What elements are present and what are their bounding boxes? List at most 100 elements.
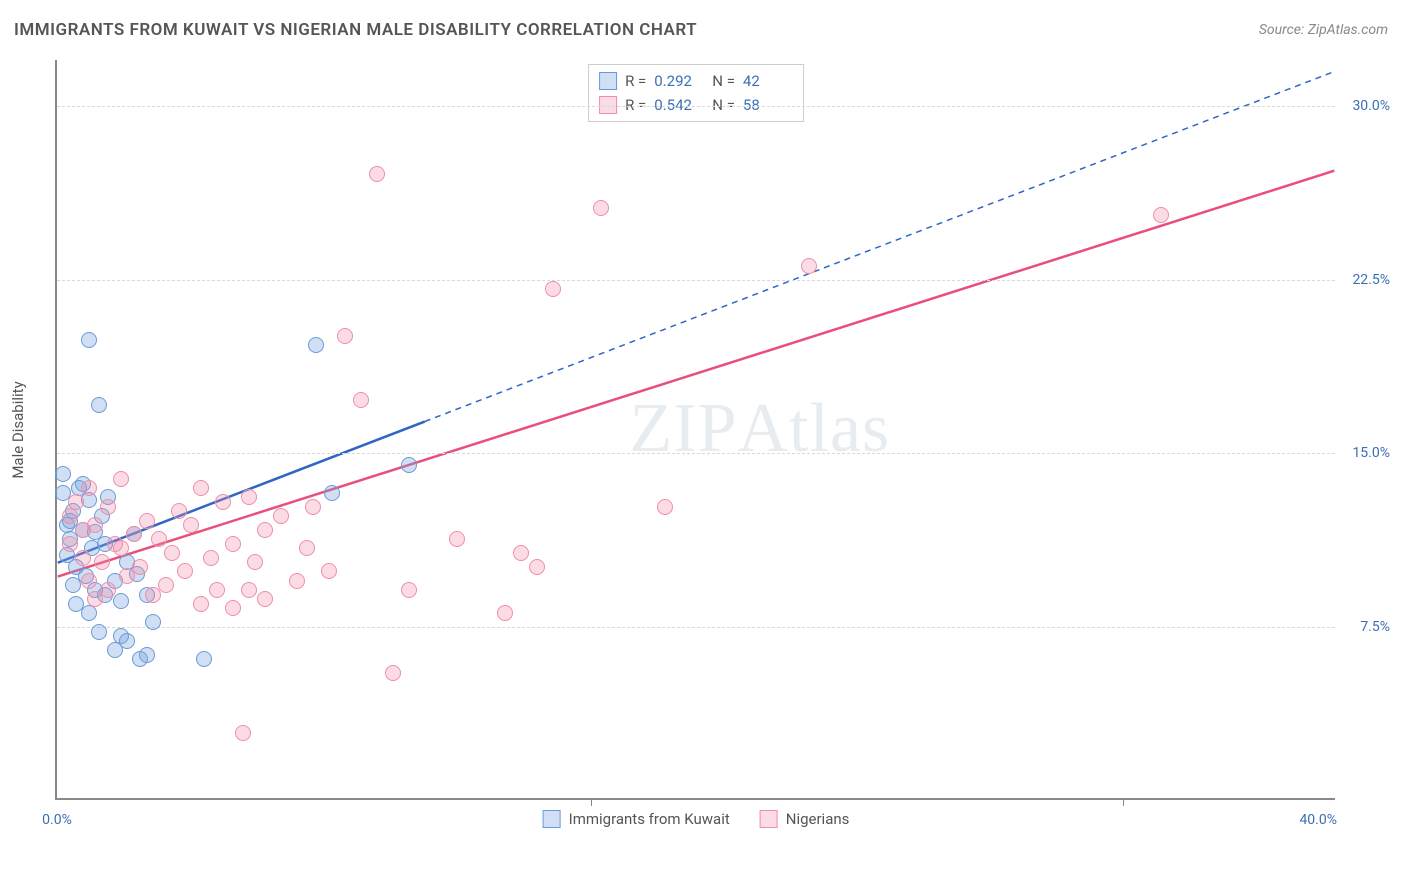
data-point-nigerians [545, 281, 561, 297]
legend-swatch [543, 810, 561, 828]
gridline [57, 280, 1335, 281]
data-point-nigerians [215, 494, 231, 510]
legend-item-kuwait: Immigrants from Kuwait [543, 810, 730, 828]
data-point-nigerians [193, 596, 209, 612]
trendline-nigerians [58, 171, 1335, 577]
data-point-nigerians [193, 480, 209, 496]
correlation-legend: R = 0.292 N = 42 R = 0.542 N = 58 [588, 64, 804, 122]
data-point-nigerians [273, 508, 289, 524]
data-point-nigerians [158, 577, 174, 593]
x-tick-label: 40.0% [1299, 812, 1337, 828]
r-label: R = [625, 93, 646, 117]
y-tick-label: 22.5% [1340, 272, 1390, 288]
legend-swatch [599, 72, 617, 90]
data-point-nigerians [247, 554, 263, 570]
data-point-nigerians [151, 531, 167, 547]
data-point-kuwait [401, 457, 417, 473]
data-point-nigerians [171, 503, 187, 519]
data-point-nigerians [235, 725, 251, 741]
data-point-nigerians [203, 550, 219, 566]
data-point-nigerians [241, 489, 257, 505]
series-legend: Immigrants from Kuwait Nigerians [543, 810, 850, 828]
data-point-nigerians [299, 540, 315, 556]
data-point-nigerians [62, 536, 78, 552]
data-point-nigerians [177, 563, 193, 579]
n-value: 42 [743, 69, 793, 93]
data-point-nigerians [257, 522, 273, 538]
y-tick-label: 15.0% [1340, 445, 1390, 461]
data-point-nigerians [100, 499, 116, 515]
legend-item-nigerians: Nigerians [760, 810, 850, 828]
data-point-nigerians [449, 531, 465, 547]
data-point-kuwait [139, 647, 155, 663]
data-point-kuwait [308, 337, 324, 353]
data-point-nigerians [225, 536, 241, 552]
legend-label: Nigerians [786, 810, 850, 828]
data-point-nigerians [369, 166, 385, 182]
trend-lines-layer [57, 60, 1335, 798]
data-point-nigerians [1153, 207, 1169, 223]
r-value: 0.292 [654, 69, 704, 93]
data-point-kuwait [91, 397, 107, 413]
y-axis-label: Male Disability [9, 381, 27, 478]
data-point-nigerians [94, 554, 110, 570]
legend-swatch [599, 96, 617, 114]
data-point-kuwait [91, 624, 107, 640]
data-point-nigerians [513, 545, 529, 561]
data-point-nigerians [801, 258, 817, 274]
data-point-nigerians [132, 559, 148, 575]
legend-swatch [760, 810, 778, 828]
watermark: ZIPAtlas [630, 389, 891, 469]
gridline [57, 627, 1335, 628]
gridline [57, 453, 1335, 454]
data-point-nigerians [68, 494, 84, 510]
n-label: N = [712, 69, 735, 93]
n-value: 58 [743, 93, 793, 117]
data-point-kuwait [55, 466, 71, 482]
data-point-nigerians [87, 517, 103, 533]
chart-title: IMMIGRANTS FROM KUWAIT VS NIGERIAN MALE … [14, 20, 697, 40]
data-point-nigerians [81, 573, 97, 589]
legend-row-kuwait: R = 0.292 N = 42 [599, 69, 793, 93]
n-label: N = [712, 93, 735, 117]
data-point-nigerians [321, 563, 337, 579]
data-point-nigerians [289, 573, 305, 589]
watermark-text: ZIP [630, 390, 738, 467]
y-tick-label: 7.5% [1340, 619, 1390, 635]
data-point-kuwait [113, 593, 129, 609]
data-point-kuwait [81, 605, 97, 621]
data-point-nigerians [337, 328, 353, 344]
data-point-kuwait [119, 633, 135, 649]
data-point-nigerians [305, 499, 321, 515]
data-point-nigerians [62, 508, 78, 524]
x-tick [591, 798, 592, 806]
watermark-text-thin: Atlas [738, 390, 891, 467]
trendline-kuwait-dashed [425, 72, 1335, 422]
data-point-nigerians [241, 582, 257, 598]
source-attribution: Source: ZipAtlas.com [1259, 22, 1388, 38]
data-point-nigerians [113, 540, 129, 556]
data-point-nigerians [164, 545, 180, 561]
data-point-nigerians [75, 550, 91, 566]
x-tick-label: 0.0% [42, 812, 72, 828]
data-point-kuwait [324, 485, 340, 501]
data-point-nigerians [209, 582, 225, 598]
data-point-nigerians [113, 471, 129, 487]
y-tick-label: 30.0% [1340, 98, 1390, 114]
data-point-nigerians [385, 665, 401, 681]
data-point-nigerians [257, 591, 273, 607]
data-point-kuwait [81, 332, 97, 348]
r-label: R = [625, 69, 646, 93]
data-point-nigerians [126, 526, 142, 542]
data-point-nigerians [81, 480, 97, 496]
data-point-nigerians [100, 582, 116, 598]
data-point-nigerians [497, 605, 513, 621]
data-point-kuwait [145, 614, 161, 630]
legend-row-nigerians: R = 0.542 N = 58 [599, 93, 793, 117]
data-point-nigerians [529, 559, 545, 575]
data-point-nigerians [657, 499, 673, 515]
data-point-nigerians [401, 582, 417, 598]
scatter-plot-area: ZIPAtlas R =0.292N =42R =0.542N =58 Immi… [55, 60, 1335, 800]
data-point-nigerians [353, 392, 369, 408]
r-value: 0.542 [654, 93, 704, 117]
